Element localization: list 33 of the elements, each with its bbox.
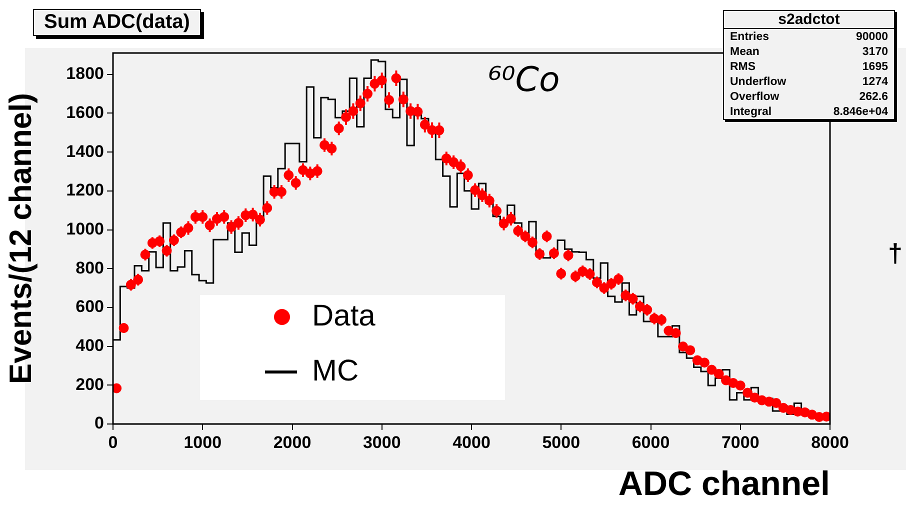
text: Integral 8.846e+04 <box>730 106 888 118</box>
annotation: ⁶⁰Co <box>488 60 560 100</box>
x-tick-label: 6000 <box>632 432 670 452</box>
text: † <box>888 238 902 269</box>
x-tick-label: 4000 <box>452 432 490 452</box>
y-tick-label: 1000 <box>66 219 104 238</box>
x-tick-label: 3000 <box>362 432 401 452</box>
y-tick-label: 1800 <box>66 64 104 84</box>
text: Mean 3170 <box>730 46 888 58</box>
y-tick-label: 200 <box>76 374 104 394</box>
y-tick-label: 1200 <box>66 180 104 200</box>
y-tick-label: 1600 <box>66 102 104 122</box>
text: Overflow 262.6 <box>730 91 888 103</box>
y-tick-label: 1400 <box>66 142 104 161</box>
text: Underflow 1274 <box>730 76 888 88</box>
y-axis-title: Events/(12 channel) <box>3 92 38 384</box>
y-tick-label: 800 <box>76 258 104 278</box>
text: s2adctot <box>724 11 894 29</box>
y-tick-label: 400 <box>76 336 104 355</box>
legend-label: MC <box>312 354 359 388</box>
x-tick-label: 8000 <box>811 432 849 452</box>
x-tick-label: 5000 <box>542 432 580 452</box>
x-tick-label: 7000 <box>721 432 760 452</box>
y-tick-label: 0 <box>94 414 104 433</box>
x-tick-label: 0 <box>108 432 118 452</box>
text: Entries 90000 <box>730 31 888 43</box>
chart-title: Sum ADC(data) <box>33 9 201 36</box>
y-tick-label: 600 <box>76 297 104 316</box>
x-tick-label: 2000 <box>273 432 312 452</box>
text: RMS 1695 <box>730 61 888 73</box>
x-axis-title: ADC channel <box>618 464 830 503</box>
x-tick-label: 1000 <box>184 432 222 452</box>
legend-label: Data <box>312 299 376 332</box>
